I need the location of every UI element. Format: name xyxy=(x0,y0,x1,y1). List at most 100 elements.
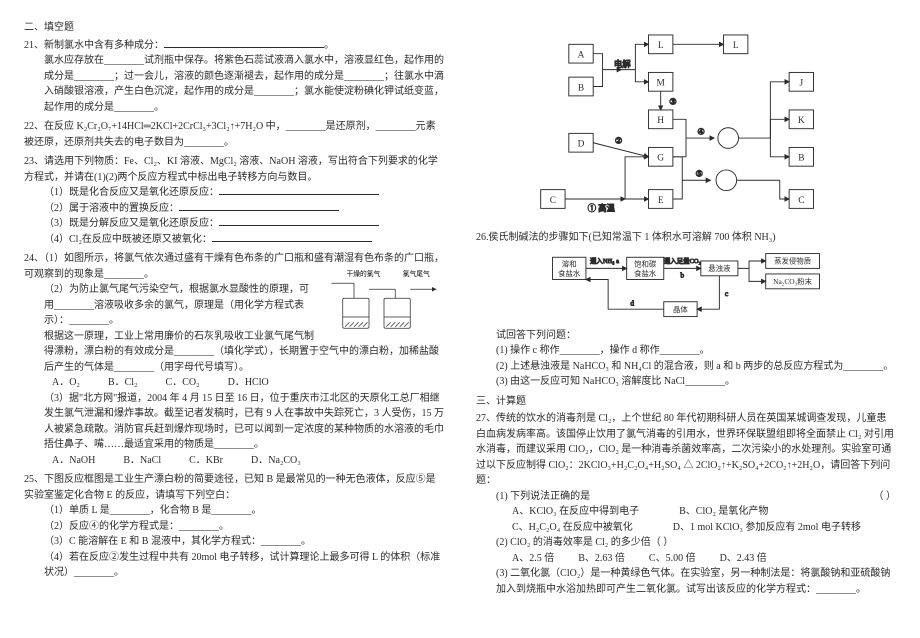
q27-opt-d: D、1 mol KClO₃ 参加反应有 2mol 电子转移 xyxy=(673,520,861,536)
label-c4: ④ xyxy=(697,126,705,136)
q27-opts-row1: A、KClO₃ 在反应中得到电子 B、ClO₂ 是氧化产物 xyxy=(476,504,896,520)
node-B: B xyxy=(578,83,584,93)
node-K: K xyxy=(798,116,805,126)
q25-i3: （3）C 能溶解在 E 和 B 混液中，其化学方程式：________。 xyxy=(24,534,444,550)
node-L: L xyxy=(658,41,664,51)
label-tail: 氯气尾气 xyxy=(403,268,430,277)
q21-body: 氯水应存放在________试剂瓶中保存。将紫色石蕊试液滴入氯水中，溶液显红色，… xyxy=(24,53,444,115)
q24-options: A．O₂ B．Cl₂ C．CO₂ D．HClO xyxy=(24,375,444,391)
q23-stem: 请选用下列物质：Fe、Cl₂、KI 溶液、MgCl₂ 溶液、NaOH 溶液，写出… xyxy=(24,156,438,183)
q27b-opt-d: D、2.43 倍 xyxy=(720,551,767,567)
q23-i4: （4）Cl₂在反应中既被还原又被氧化： xyxy=(24,232,444,248)
hou-arr-b-lbl: 通入足量CO₂ xyxy=(664,255,701,264)
q27-i1-paren: （ ） xyxy=(874,489,897,505)
q26-i1: (1) 操作 c 称作________，操作 d 称作________。 xyxy=(476,343,896,359)
q24b-opt-a: A．NaOH xyxy=(52,453,95,469)
question-24: 24、（1）如图所示，将氯气依次通过盛有干燥有色布条的广口瓶和盛有潮湿有色布条的… xyxy=(24,251,444,468)
q26-stem: 侯氏制碱法的步骤如下(已知常温下 1 体积水可溶解 700 体积 NH₃) xyxy=(489,232,776,243)
question-21: 21、新制氯水中含有多种成分：。 氯水应存放在________试剂瓶中保存。将紫… xyxy=(24,38,444,116)
q23-num: 23、 xyxy=(24,156,44,167)
q27-opt-c: C、H₂C₂O₄ 在反应中被氧化 xyxy=(512,520,633,536)
q21-l1: 新制氯水中含有多种成分： xyxy=(44,40,164,51)
q23-i3: （3）既是分解反应又是氧化还原反应： xyxy=(24,216,444,232)
node-D: D xyxy=(578,140,585,150)
q22-body: 在反应 K₂Cr₂O₇+14HCl═2KCl+2CrCl₃+3Cl₂↑+7H₂O… xyxy=(24,121,436,148)
q27b-opt-c: C、5.00 倍 xyxy=(649,551,696,567)
q24-opt-c: C．CO₂ xyxy=(166,375,200,391)
label-gaowen: ① 高温 xyxy=(588,203,616,213)
label-c5: ⑤ xyxy=(695,169,703,179)
hou-box1a: 溶和 xyxy=(562,258,577,268)
section-heading-calc: 三、计算题 xyxy=(476,394,896,410)
node-G: G xyxy=(657,154,664,164)
q24-opt-b: B．Cl₂ xyxy=(108,375,138,391)
label-c3: ③ xyxy=(669,96,677,106)
q27b-opt-b: B、2.63 倍 xyxy=(578,551,625,567)
node-C: C xyxy=(550,196,556,206)
q27-i2: (2) ClO₂ 的消毒效率是 Cl₂ 的多少倍（ ） xyxy=(476,535,896,551)
q24b-opt-b: B．NaCl xyxy=(123,453,161,469)
node-A: A xyxy=(578,50,585,60)
q25-i2: （2）反应④的化学方程式是：________。 xyxy=(24,519,444,535)
hou-box5: Na₂CO₃粉末 xyxy=(773,276,812,286)
flask-diagram: 干燥的氯气 氯气尾气 xyxy=(324,267,444,337)
q23-i1: （1）既是化合反应又是氧化还原反应： xyxy=(24,185,444,201)
label-dianfen: 电解 xyxy=(614,59,631,69)
q25-num: 25、 xyxy=(24,474,44,485)
q24-opt-d: D．HClO xyxy=(228,375,269,391)
q25-i1: （1）单质 L 是________，化合物 B 是________。 xyxy=(24,503,444,519)
node-J: J xyxy=(799,79,803,89)
node-E: E xyxy=(658,196,664,206)
q27-i1: (1) 下列说法正确的是 （ ） xyxy=(476,489,896,505)
hou-box2b: 食盐水 xyxy=(634,267,657,277)
hou-arr-d: d xyxy=(630,298,634,307)
question-22: 22、在反应 K₂Cr₂O₇+14HCl═2KCl+2CrCl₃+3Cl₂↑+7… xyxy=(24,119,444,150)
q26-num: 26. xyxy=(476,232,489,243)
q27-stem: 传统的饮水的消毒剂是 Cl₂，上个世纪 80 年代初期科研人员在英国某城调查发现… xyxy=(476,413,894,486)
hou-box3: 悬浊液 xyxy=(708,263,731,273)
label-c2: ② xyxy=(615,136,623,146)
q24-num: 24、 xyxy=(24,253,44,264)
right-column: A B D C L M H G E L J K B C 电解 ② ③ xyxy=(476,20,896,618)
q27-opt-b: B、ClO₂ 是氧化产物 xyxy=(679,504,768,520)
hou-box2a: 饱和碳 xyxy=(634,258,657,268)
question-26: 26.侯氏制碱法的步骤如下(已知常温下 1 体积水可溶解 700 体积 NH₃)… xyxy=(476,230,896,390)
q27-opts-row2: C、H₂C₂O₄ 在反应中被氧化 D、1 mol KClO₃ 参加反应有 2mo… xyxy=(476,520,896,536)
question-25: 25、下图反应框图是工业生产漂白粉的简要途径，已知 B 是最常见的一种无色液体，… xyxy=(24,472,444,581)
q22-num: 22、 xyxy=(24,121,44,132)
q27-opts2: A、2.5 倍 B、2.63 倍 C、5.00 倍 D、2.43 倍 xyxy=(476,551,896,567)
flowchart-q25: A B D C L M H G E L J K B C 电解 ② ③ xyxy=(536,24,836,224)
q27-i3: (3) 二氧化氯（ClO₂）是一种黄绿色气体。在实验室，另一种制法是：将氯酸钠和… xyxy=(476,566,896,597)
q21-blank-components xyxy=(164,39,324,48)
q27b-opt-a: A、2.5 倍 xyxy=(512,551,554,567)
node-L2: L xyxy=(733,41,739,51)
q24b-opt-d: D．Na₂CO₃ xyxy=(251,453,301,469)
q24-options-2: A．NaOH B．NaCl C．KBr D．Na₂CO₃ xyxy=(24,453,444,469)
q27-num: 27、 xyxy=(476,413,496,424)
q26-i3: (3) 由这一反应可知 NaHCO₃ 溶解度比 NaCl________。 xyxy=(476,374,896,390)
hou-diagram: 溶和 食盐水 饱和碳 食盐水 悬浊液 蒸发侵物质 Na₂CO₃粉末 晶体 通入N… xyxy=(546,248,826,324)
q25-stem: 下图反应框图是工业生产漂白粉的简要途径，已知 B 是最常见的一种无色液体，反应⑤… xyxy=(24,474,436,501)
question-23: 23、请选用下列物质：Fe、Cl₂、KI 溶液、MgCl₂ 溶液、NaOH 溶液… xyxy=(24,154,444,247)
node-B2: B xyxy=(798,154,804,164)
hou-box1b: 食盐水 xyxy=(558,267,581,277)
node-H: H xyxy=(657,116,664,126)
q24-p4: （3）据"北方网"报道，2004 年 4 月 15 日至 16 日，位于重庆市江… xyxy=(24,391,444,453)
section-heading-fill: 二、填空题 xyxy=(24,20,444,36)
node-C2: C xyxy=(798,196,804,206)
q26-i2: (2) 上述悬浊液是 NaHCO₃ 和 NH₄Cl 的混合液，则 a 和 b 两… xyxy=(476,359,896,375)
hou-arr-a: 通入NH₃ a xyxy=(590,255,619,264)
q26-q: 试回答下列问题： xyxy=(476,328,896,344)
hou-arr-c: c xyxy=(725,289,729,298)
question-27: 27、传统的饮水的消毒剂是 Cl₂，上个世纪 80 年代初期科研人员在英国某城调… xyxy=(476,411,896,597)
q27-opt-a: A、KClO₃ 在反应中得到电子 xyxy=(512,504,639,520)
q25-i4: （4）若在反应②发生过程中共有 20mol 电子转移，试计算理论上最多可得 L … xyxy=(24,550,444,581)
node-M: M xyxy=(657,79,666,89)
left-column: 二、填空题 21、新制氯水中含有多种成分：。 氯水应存放在________试剂瓶… xyxy=(24,20,444,618)
q24-opt-a: A．O₂ xyxy=(52,375,80,391)
hou-box6: 晶体 xyxy=(673,303,688,313)
hou-box4: 蒸发侵物质 xyxy=(774,255,812,265)
hou-arr-b: b xyxy=(680,270,684,279)
q24b-opt-c: C．KBr xyxy=(189,453,223,469)
q21-num: 21、 xyxy=(24,40,44,51)
